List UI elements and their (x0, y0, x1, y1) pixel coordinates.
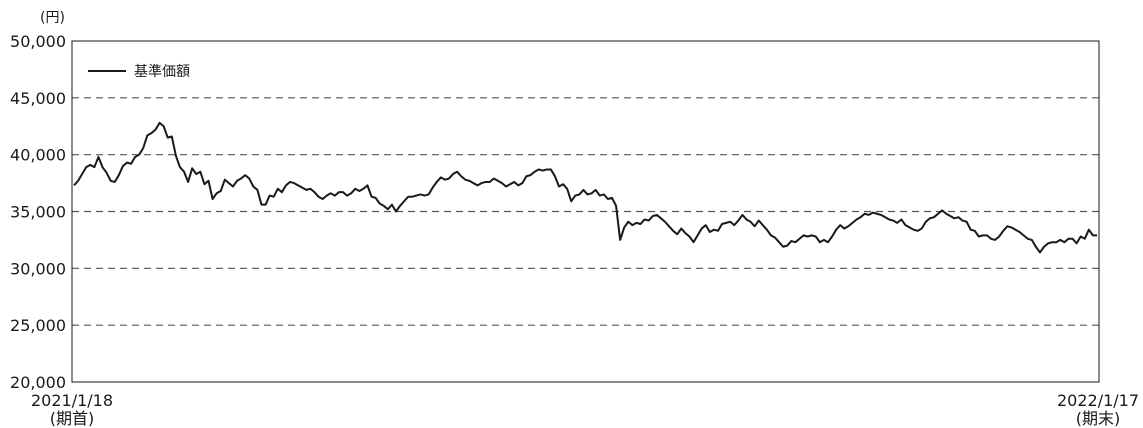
x-start-date: 2021/1/18 (31, 391, 113, 410)
y-tick-label: 20,000 (10, 373, 66, 392)
x-axis-end-label: 2022/1/17 (期末) (1057, 391, 1139, 428)
y-tick-label: 50,000 (10, 32, 66, 51)
y-axis-unit-label: (円) (40, 10, 65, 26)
y-tick-label: 45,000 (10, 89, 66, 108)
plot-area-frame (71, 40, 1100, 383)
y-axis-ticks: 20,000 25,000 30,000 35,000 40,000 45,000 50,0… (10, 32, 66, 392)
x-end-date: 2022/1/17 (1057, 391, 1139, 410)
y-tick-label: 25,000 (10, 316, 66, 335)
x-axis-start-label: 2021/1/18 (期首) (31, 391, 113, 428)
y-tick-label: 35,000 (10, 203, 66, 222)
y-tick-label: 40,000 (10, 146, 66, 165)
x-start-caption: (期首) (50, 409, 95, 428)
x-end-caption: (期末) (1076, 409, 1121, 428)
legend-label: 基準価額 (134, 63, 190, 80)
y-tick-label: 30,000 (10, 259, 66, 278)
series-line-kijun-kagaku (73, 121, 1097, 254)
legend: 基準価額 (88, 63, 190, 80)
gridlines (72, 97, 1099, 326)
